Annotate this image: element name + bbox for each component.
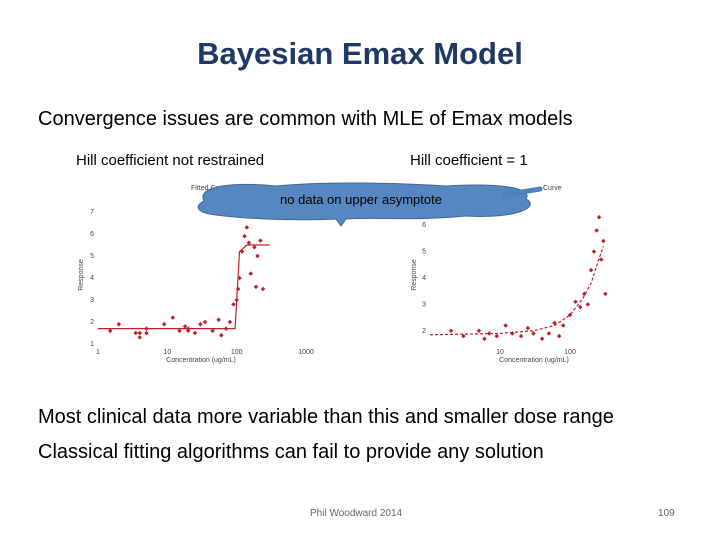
- data-point: [594, 228, 599, 233]
- slide-title: Bayesian Emax Model: [197, 36, 523, 71]
- right-chart-svg: Curve Response Concentration (ug/mL) 6 5 4…: [411, 185, 608, 364]
- y-tick-label: 1: [90, 341, 94, 348]
- data-point: [144, 326, 149, 331]
- data-point: [482, 336, 487, 341]
- x-tick-label: 10: [163, 349, 171, 356]
- data-point: [231, 302, 236, 307]
- y-tick-label: 6: [90, 231, 94, 238]
- data-point: [448, 328, 454, 334]
- data-point: [596, 215, 602, 220]
- data-point: [234, 297, 239, 303]
- y-tick-label: 3: [90, 297, 94, 304]
- y-tick-label: 5: [90, 253, 94, 260]
- footer-author: Phil Woodward 2014: [310, 508, 403, 519]
- lead-text: Convergence issues are common with MLE o…: [38, 108, 573, 130]
- data-point: [185, 326, 191, 331]
- x-tick-label: 1: [96, 349, 100, 356]
- right-chart-label: Hill coefficient = 1: [410, 152, 528, 169]
- data-point: [133, 330, 138, 336]
- x-tick-label: 100: [564, 349, 576, 356]
- data-point: [216, 317, 221, 323]
- data-point: [582, 291, 587, 297]
- y-tick-label: 3: [422, 301, 426, 308]
- data-point: [573, 299, 578, 305]
- data-point: [546, 331, 552, 336]
- data-point: [588, 267, 594, 273]
- data-point: [258, 238, 263, 243]
- callout-text: no data on upper asymptote: [280, 192, 442, 207]
- data-point: [255, 253, 260, 259]
- x-tick-label: 1000: [298, 349, 314, 356]
- left-x-axis-label: Concentration (ug/mL): [166, 357, 236, 364]
- data-point: [476, 328, 482, 334]
- y-tick-label: 2: [90, 319, 94, 326]
- data-point: [518, 333, 524, 339]
- data-point: [494, 333, 500, 339]
- fit-curve: [429, 246, 604, 336]
- data-point: [577, 304, 583, 310]
- right-chart: Curve Response Concentration (ug/mL) 6 5 4…: [400, 180, 650, 365]
- left-chart-label: Hill coefficient not restrained: [76, 152, 265, 169]
- data-point: [556, 333, 562, 339]
- data-point: [107, 328, 113, 334]
- bullet-variability: Most clinical data more variable than th…: [38, 406, 614, 428]
- data-point: [219, 332, 224, 338]
- data-point: [192, 330, 198, 336]
- y-tick-label: 5: [422, 249, 426, 256]
- bullet-algorithms: Classical fitting algorithms can fail to…: [38, 441, 544, 463]
- data-point: [560, 323, 566, 328]
- data-point: [161, 321, 167, 327]
- data-point: [227, 319, 233, 325]
- data-point: [170, 315, 176, 320]
- data-point: [510, 331, 515, 336]
- data-point: [242, 233, 247, 239]
- data-point: [486, 331, 492, 336]
- data-point: [525, 325, 531, 331]
- data-point: [144, 330, 149, 336]
- data-point: [591, 249, 597, 254]
- data-point: [248, 271, 254, 276]
- left-y-axis-label: Response: [78, 259, 85, 291]
- y-tick-label: 6: [422, 222, 426, 229]
- y-tick-label: 4: [90, 275, 94, 282]
- data-point: [601, 238, 606, 244]
- data-point: [603, 291, 608, 297]
- right-x-axis-label: Concentration (ug/mL): [499, 357, 569, 364]
- right-y-axis-label: Response: [411, 259, 418, 291]
- data-point: [210, 328, 215, 334]
- callout-shape: [197, 182, 543, 227]
- y-tick-label: 7: [90, 209, 94, 216]
- data-point: [246, 240, 252, 246]
- data-point: [202, 319, 208, 325]
- data-point: [223, 326, 229, 331]
- data-point: [137, 335, 143, 340]
- data-point: [503, 323, 508, 328]
- left-chart: Fitted Curv Response Concentration (ug/m…: [76, 180, 326, 365]
- fit-curve: [98, 244, 270, 330]
- data-point: [253, 284, 259, 290]
- data-point: [531, 331, 536, 336]
- y-tick-label: 2: [422, 328, 426, 335]
- right-chart-title: Curve: [543, 185, 562, 192]
- x-tick-label: 100: [231, 349, 243, 356]
- left-chart-svg: Fitted Curv Response Concentration (ug/m…: [78, 185, 314, 364]
- x-tick-label: 10: [496, 349, 504, 356]
- data-point: [567, 312, 573, 318]
- data-point: [252, 244, 257, 250]
- data-point: [539, 336, 545, 341]
- data-point: [198, 321, 203, 327]
- page-number: 109: [658, 508, 675, 519]
- data-point: [137, 330, 143, 336]
- left-chart-title: Fitted Curv: [191, 185, 226, 192]
- callout-bubble: no data on upper asymptote: [196, 181, 550, 227]
- y-tick-label: 4: [422, 275, 426, 282]
- data-point: [177, 328, 182, 334]
- data-point: [585, 302, 591, 307]
- data-point: [599, 257, 604, 262]
- data-point: [235, 286, 241, 292]
- data-point: [260, 286, 266, 292]
- data-point: [116, 321, 122, 327]
